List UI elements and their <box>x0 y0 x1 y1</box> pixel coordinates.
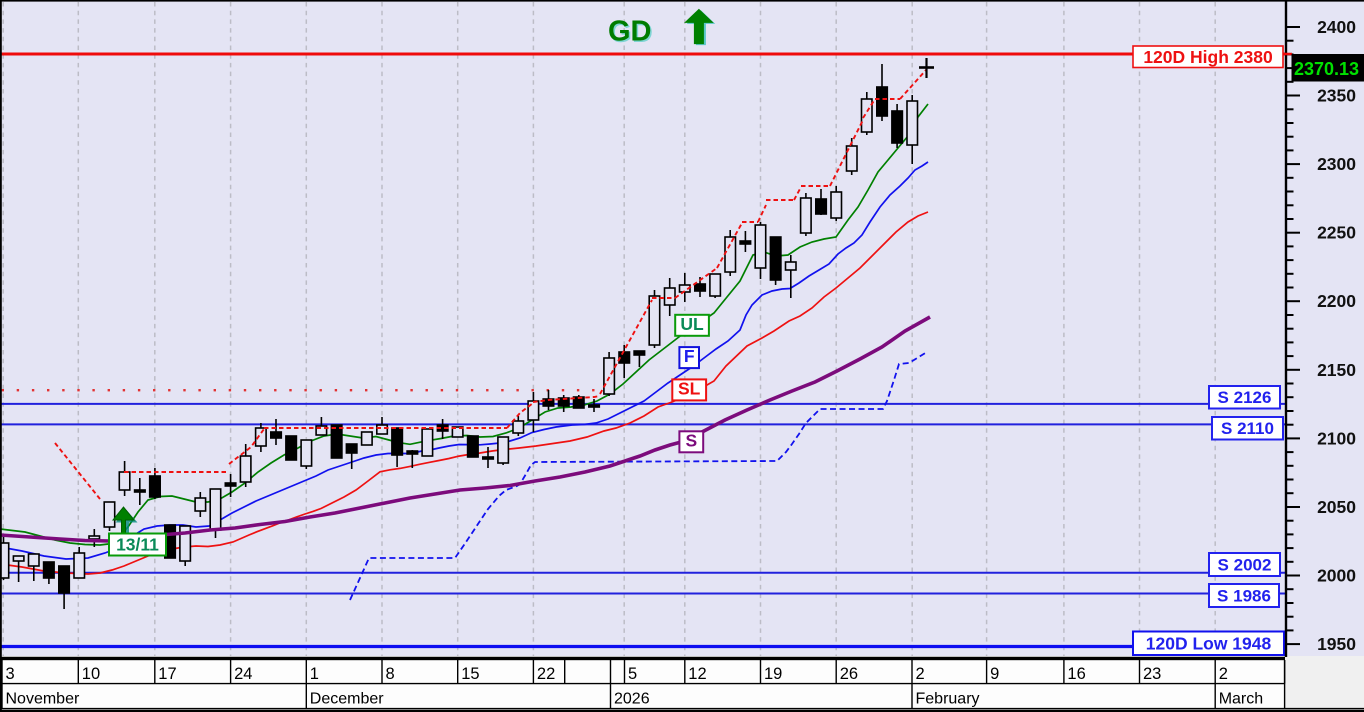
svg-text:2026: 2026 <box>614 691 650 708</box>
svg-text:2300: 2300 <box>1317 154 1356 174</box>
svg-text:December: December <box>310 691 384 708</box>
svg-text:12: 12 <box>688 665 706 683</box>
svg-text:2: 2 <box>916 665 925 683</box>
svg-text:S 2002: S 2002 <box>1218 556 1272 575</box>
svg-text:2000: 2000 <box>1317 566 1356 586</box>
svg-text:2370.13: 2370.13 <box>1294 59 1359 79</box>
svg-text:2250: 2250 <box>1317 223 1356 243</box>
svg-text:2050: 2050 <box>1317 497 1356 517</box>
svg-text:3: 3 <box>6 665 15 683</box>
svg-text:13/11: 13/11 <box>116 535 159 555</box>
svg-text:S 1986: S 1986 <box>1217 587 1271 606</box>
svg-text:26: 26 <box>840 665 858 683</box>
svg-text:February: February <box>916 691 980 708</box>
svg-text:1: 1 <box>310 665 319 683</box>
svg-text:22: 22 <box>537 665 555 683</box>
svg-text:10: 10 <box>82 665 100 683</box>
svg-text:2400: 2400 <box>1317 17 1356 37</box>
svg-text:1950: 1950 <box>1317 634 1356 654</box>
svg-text:S: S <box>685 430 697 450</box>
svg-text:F: F <box>684 346 695 366</box>
svg-text:November: November <box>6 691 80 708</box>
svg-text:GD: GD <box>608 16 652 48</box>
svg-text:16: 16 <box>1067 665 1085 683</box>
svg-text:2350: 2350 <box>1317 86 1356 106</box>
svg-text:2200: 2200 <box>1317 291 1356 311</box>
svg-text:UL: UL <box>680 314 704 334</box>
svg-text:23: 23 <box>1143 665 1161 683</box>
svg-text:2: 2 <box>1219 665 1228 683</box>
svg-text:S 2126: S 2126 <box>1218 388 1272 407</box>
svg-text:March: March <box>1219 691 1263 708</box>
svg-text:9: 9 <box>990 665 999 683</box>
svg-text:2100: 2100 <box>1317 428 1356 448</box>
svg-text:24: 24 <box>234 665 252 683</box>
svg-text:15: 15 <box>461 665 479 683</box>
svg-text:120D High 2380: 120D High 2380 <box>1143 47 1273 67</box>
svg-text:S 2110: S 2110 <box>1221 419 1274 438</box>
svg-text:SL: SL <box>678 378 701 398</box>
svg-text:2150: 2150 <box>1317 360 1356 380</box>
svg-text:120D Low 1948: 120D Low 1948 <box>1146 634 1272 654</box>
svg-text:17: 17 <box>158 665 176 683</box>
svg-text:8: 8 <box>386 665 395 683</box>
svg-text:5: 5 <box>628 665 637 683</box>
svg-text:19: 19 <box>764 665 782 683</box>
